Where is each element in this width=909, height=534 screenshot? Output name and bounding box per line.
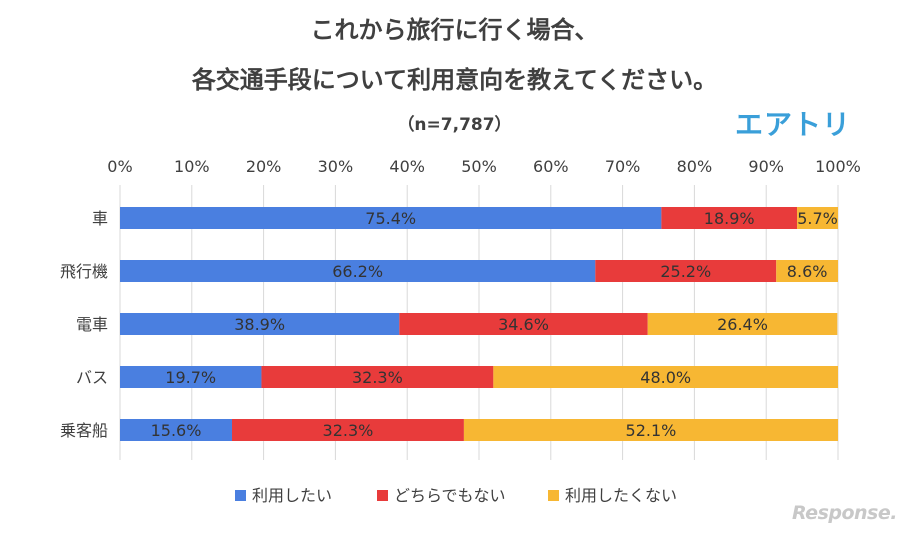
chart-title: これから旅行に行く場合、 [310, 16, 599, 44]
bar-segment [120, 313, 400, 335]
data-label: 26.4% [717, 315, 768, 334]
x-tick-label: 50% [461, 157, 497, 176]
legend-swatch [235, 490, 246, 501]
bar-segment [661, 207, 798, 229]
x-tick-label: 30% [318, 157, 354, 176]
legend-swatch [377, 490, 388, 501]
x-tick-label: 10% [174, 157, 210, 176]
bar-segment [261, 366, 494, 388]
y-category-label: バス [76, 368, 108, 387]
data-label: 75.4% [365, 209, 416, 228]
legend-label: 利用したくない [565, 486, 677, 505]
data-labels: 75.4% 18.9% 5.7% 66.2% 25.2% 8.6% 38.9% 34.6% 26… [151, 209, 838, 440]
bar-segment [232, 419, 464, 441]
bar-segment [120, 260, 596, 282]
x-tick-label: 60% [533, 157, 569, 176]
legend-label: 利用したい [252, 486, 332, 505]
data-label: 15.6% [151, 421, 202, 440]
chart-subtitle: 各交通手段について利用意向を教えてください。 [191, 66, 718, 94]
bar-segment [776, 260, 838, 282]
x-tick-label: 20% [246, 157, 282, 176]
data-label: 34.6% [498, 315, 549, 334]
y-category-label: 電車 [76, 315, 108, 334]
data-label: 18.9% [704, 209, 755, 228]
data-label: 19.7% [165, 368, 216, 387]
y-category-label: 乗客船 [60, 421, 108, 440]
x-tick-label: 0% [107, 157, 132, 176]
watermark-logo: Response. [792, 502, 897, 524]
data-label: 5.7% [797, 209, 838, 228]
x-tick-label: 90% [748, 157, 784, 176]
bar-segment [463, 419, 838, 441]
data-label: 52.1% [626, 421, 677, 440]
x-tick-label: 80% [677, 157, 713, 176]
data-label: 8.6% [787, 262, 828, 281]
legend-swatch [548, 490, 559, 501]
bar-segment [120, 419, 233, 441]
brand-logo: エアトリ [735, 108, 852, 141]
bar-segment [647, 313, 838, 335]
bar-segment [797, 207, 838, 229]
data-label: 25.2% [660, 262, 711, 281]
bar-segment [493, 366, 838, 388]
legend: 利用したい どちらでもない 利用したくない [235, 486, 677, 505]
y-category-label: 車 [92, 209, 108, 228]
bar-segment [120, 366, 262, 388]
bar-segment [120, 207, 662, 229]
data-label: 32.3% [352, 368, 403, 387]
legend-label: どちらでもない [394, 486, 506, 505]
data-label: 66.2% [332, 262, 383, 281]
x-tick-label: 100% [815, 157, 861, 176]
data-label: 32.3% [323, 421, 374, 440]
bar-segment [595, 260, 777, 282]
x-axis-ticks: 0% 10% 20% 30% 40% 50% 60% 70% 80% 90% 100% [107, 157, 861, 176]
y-category-label: 飛行機 [60, 262, 108, 281]
bar-segment [399, 313, 648, 335]
data-label: 38.9% [234, 315, 285, 334]
x-tick-label: 40% [389, 157, 425, 176]
x-tick-label: 70% [605, 157, 641, 176]
data-label: 48.0% [640, 368, 691, 387]
bars [120, 207, 838, 441]
sample-size-note: （n=7,787） [397, 115, 512, 135]
